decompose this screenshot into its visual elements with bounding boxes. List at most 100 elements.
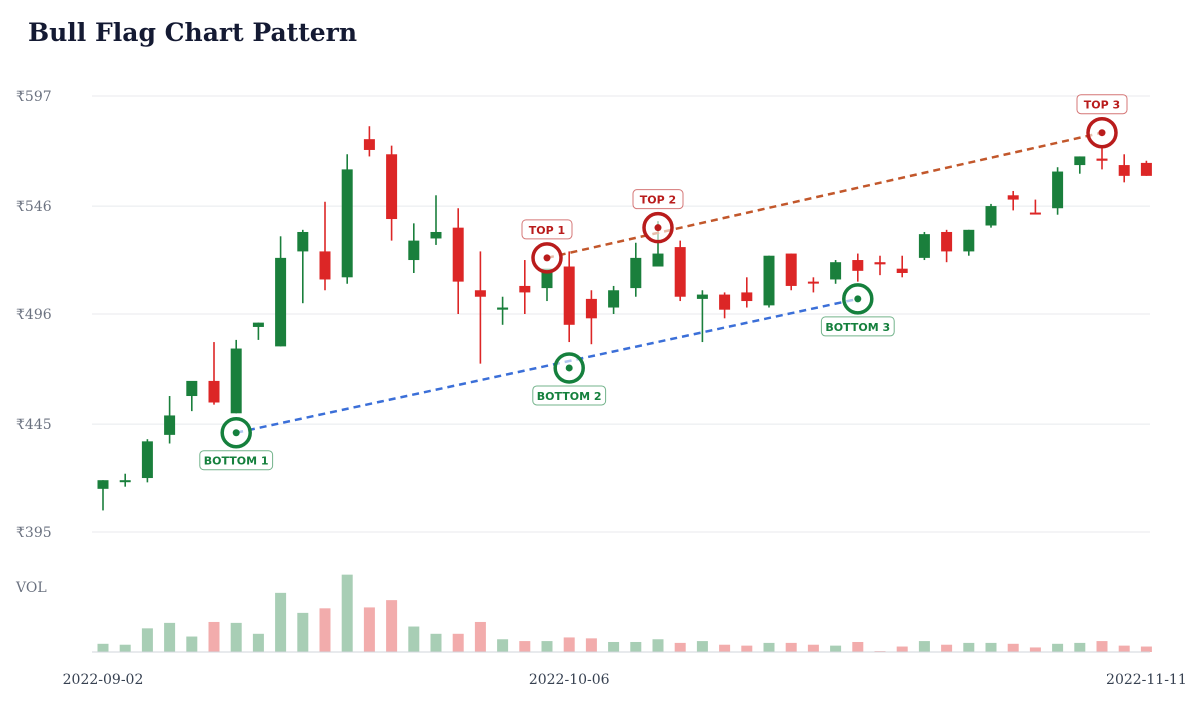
candle (164, 396, 176, 444)
candle-body (452, 227, 464, 282)
candle-body (186, 380, 198, 397)
candle-body (1029, 212, 1041, 215)
candle-body (674, 247, 686, 297)
volume-bar (430, 633, 442, 652)
candle-body (164, 415, 176, 435)
x-tick-label: 2022-11-11 (1106, 672, 1187, 688)
marker-label-box (521, 219, 573, 240)
candle-body (363, 139, 375, 150)
marker-label: TOP 1 (529, 224, 565, 237)
volume-bar (630, 641, 642, 652)
volume-bar (230, 622, 242, 652)
volume-label: VOL (15, 580, 47, 596)
volume-bar (763, 642, 775, 652)
marker-label-box (532, 385, 607, 406)
volume-bar (519, 641, 531, 652)
marker-label: BOTTOM 2 (537, 390, 602, 403)
candle-body (963, 229, 975, 252)
volume-bar (785, 642, 797, 652)
candle (452, 208, 464, 314)
candle (1096, 147, 1108, 170)
volume-bar (1029, 647, 1041, 652)
volume-bar (741, 645, 753, 652)
volume-bar (319, 608, 331, 652)
volume-bar (541, 641, 553, 652)
candle-body (1096, 158, 1108, 161)
candle (430, 195, 442, 245)
y-tick-label: ₹445 (16, 417, 52, 433)
candle-body (408, 240, 420, 261)
x-tick-label: 2022-10-06 (529, 672, 610, 688)
candle (719, 292, 731, 319)
volume-bar (696, 641, 708, 652)
volume-bar (608, 641, 620, 652)
candle-body (275, 257, 287, 347)
y-tick-label: ₹597 (16, 89, 52, 105)
candle (119, 473, 131, 487)
candle (830, 260, 842, 284)
candle (985, 203, 997, 228)
volume-bar (807, 644, 819, 652)
volume-bar (563, 637, 575, 652)
candle (963, 229, 975, 256)
candle-body (696, 294, 708, 299)
volume-bar (386, 600, 398, 652)
candle (741, 277, 753, 308)
volume-bar (674, 642, 686, 652)
marker-label: TOP 2 (640, 194, 676, 207)
candle (630, 242, 642, 297)
marker-label: BOTTOM 1 (204, 455, 269, 468)
candle (608, 285, 620, 314)
candle-body (918, 234, 930, 258)
y-axis-ticks: ₹597 ₹546 ₹496 ₹445 ₹395 (16, 89, 52, 541)
volume-bar (252, 633, 264, 652)
volume-bars (97, 574, 1152, 653)
candle-body (630, 257, 642, 289)
candle-body (941, 231, 953, 252)
candle-body (297, 231, 309, 252)
candle-body (119, 480, 131, 483)
candle (674, 240, 686, 302)
volume-bar (474, 621, 486, 652)
volume-bar (208, 621, 220, 652)
marker-dot (565, 364, 573, 372)
candle (763, 255, 775, 308)
x-axis-ticks: 2022-09-02 2022-10-06 2022-11-11 (63, 672, 1187, 688)
candle-body (652, 253, 664, 267)
volume-bar (963, 642, 975, 652)
candles (97, 126, 1152, 511)
candle (497, 296, 509, 325)
candle-body (474, 290, 486, 297)
candle-body (1118, 165, 1130, 176)
candle (918, 231, 930, 261)
candle (97, 480, 109, 511)
candle (785, 253, 797, 291)
candle-body (497, 307, 509, 310)
marker-dot (854, 295, 862, 303)
candle-body (741, 292, 753, 302)
volume-bar (652, 639, 664, 652)
candle (1052, 167, 1064, 215)
volume-bar (363, 607, 375, 652)
candle-body (252, 322, 264, 327)
volume-bar (830, 645, 842, 652)
candle (208, 342, 220, 405)
candle-body (1140, 162, 1152, 176)
marker-dot (654, 224, 662, 232)
candle-body (608, 290, 620, 308)
candle-body (1007, 195, 1019, 200)
candle (1140, 160, 1152, 176)
candle (896, 255, 908, 278)
marker-dot (543, 254, 551, 262)
candle (1118, 154, 1130, 183)
candle (363, 126, 375, 157)
grid-lines (92, 95, 1150, 533)
marker-label: TOP 3 (1084, 99, 1120, 112)
bottom-trendline (235, 297, 859, 434)
candle (474, 251, 486, 364)
volume-bar (1074, 642, 1086, 652)
bottom-marker: BOTTOM 3 (820, 283, 895, 337)
pattern-markers: TOP 1 TOP 2 TOP 3 BOTTOM 1 BOTTOM 2 BOTTOM 3 (199, 94, 1128, 471)
candle (186, 380, 198, 412)
